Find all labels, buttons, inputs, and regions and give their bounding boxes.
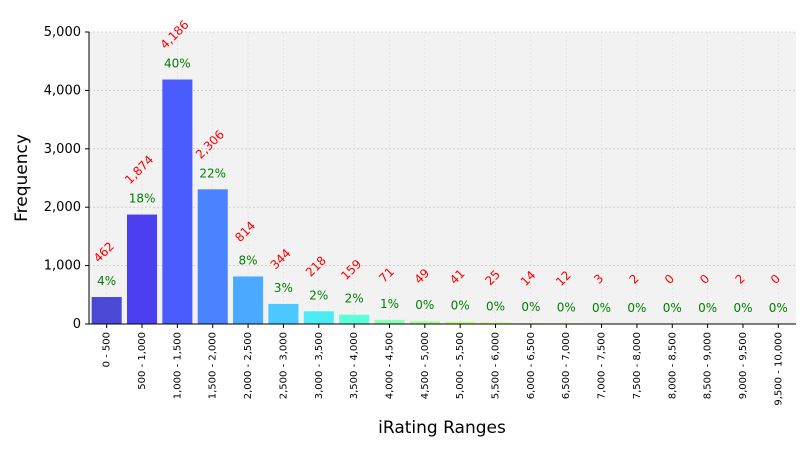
grid-lines xyxy=(89,31,796,325)
bar xyxy=(409,321,440,324)
percent-label: 0% xyxy=(521,300,540,314)
plot-background xyxy=(89,32,796,324)
y-tick-label: 0 xyxy=(73,317,81,332)
y-tick-label: 4,000 xyxy=(44,83,81,98)
y-tick-label: 2,000 xyxy=(44,200,81,215)
x-tick-label: 0 - 500 xyxy=(102,332,113,367)
x-tick-label: 6,500 - 7,000 xyxy=(561,332,572,399)
x-tick-label: 4,000 - 4,500 xyxy=(384,332,395,399)
bar xyxy=(91,297,122,324)
bar xyxy=(303,311,334,324)
percent-label: 0% xyxy=(769,301,788,315)
bar xyxy=(374,319,405,324)
y-tick-label: 3,000 xyxy=(44,142,81,157)
y-axis-ticks: 0 1,000 2,000 3,000 4,000 5,000 xyxy=(44,25,89,332)
percent-label: 0% xyxy=(557,300,576,314)
x-tick-label: 5,000 - 5,500 xyxy=(455,332,466,399)
x-axis-ticks: 0 - 500 500 - 1,000 1,000 - 1,500 1,500 - 2… xyxy=(102,324,784,406)
x-tick-label: 3,000 - 3,500 xyxy=(314,332,325,399)
x-tick-label: 9,500 - 10,000 xyxy=(773,332,784,406)
x-tick-label: 1,500 - 2,000 xyxy=(208,332,219,399)
percent-label: 40% xyxy=(164,57,191,71)
percent-label: 2% xyxy=(309,288,328,302)
bar xyxy=(162,79,193,324)
x-tick-label: 2,000 - 2,500 xyxy=(243,332,254,399)
percent-label: 0% xyxy=(451,299,470,313)
x-tick-label: 1,000 - 1,500 xyxy=(172,332,183,399)
x-tick-label: 2,500 - 3,000 xyxy=(278,332,289,399)
percent-label: 0% xyxy=(627,301,646,315)
percent-label: 4% xyxy=(97,274,116,288)
percent-label: 8% xyxy=(239,253,258,267)
percent-label: 22% xyxy=(199,166,226,180)
x-tick-label: 3,500 - 4,000 xyxy=(349,332,360,399)
percent-label: 18% xyxy=(129,192,156,206)
x-tick-label: 500 - 1,000 xyxy=(137,332,148,390)
x-tick-label: 4,500 - 5,000 xyxy=(420,332,431,399)
x-tick-label: 9,000 - 9,500 xyxy=(738,332,749,399)
bar xyxy=(480,322,511,324)
percent-label: 0% xyxy=(733,301,752,315)
bar xyxy=(127,214,158,324)
x-tick-label: 7,000 - 7,500 xyxy=(597,332,608,399)
percent-label: 0% xyxy=(486,300,505,314)
x-tick-label: 8,000 - 8,500 xyxy=(667,332,678,399)
x-tick-label: 8,500 - 9,000 xyxy=(703,332,714,399)
bar xyxy=(233,276,264,324)
bars xyxy=(91,79,758,324)
y-axis-title: Frequency xyxy=(12,134,32,222)
percent-label: 2% xyxy=(345,292,364,306)
bar xyxy=(197,189,228,324)
percent-label: 0% xyxy=(698,301,717,315)
percent-label: 0% xyxy=(415,298,434,312)
y-tick-label: 5,000 xyxy=(44,25,81,40)
bar xyxy=(339,314,370,324)
percent-label: 0% xyxy=(592,301,611,315)
percent-label: 3% xyxy=(274,281,293,295)
x-tick-label: 5,500 - 6,000 xyxy=(491,332,502,399)
percent-label: 1% xyxy=(380,297,399,311)
bar xyxy=(268,303,299,324)
x-tick-label: 7,500 - 8,000 xyxy=(632,332,643,399)
x-axis-title: iRating Ranges xyxy=(378,418,506,438)
bar xyxy=(445,321,476,324)
percent-label: 0% xyxy=(663,301,682,315)
x-tick-label: 6,000 - 6,500 xyxy=(526,332,537,399)
y-tick-label: 1,000 xyxy=(44,259,81,274)
